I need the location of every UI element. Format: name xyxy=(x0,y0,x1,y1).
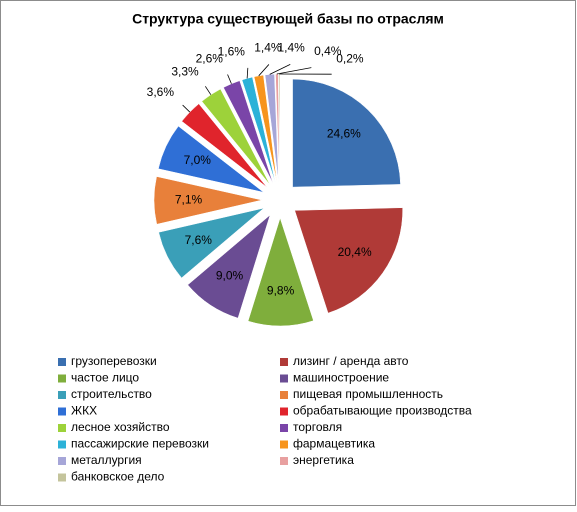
data-label: 24,6% xyxy=(327,127,361,141)
legend-label: строительство xyxy=(71,387,152,401)
legend-swatch xyxy=(280,391,288,399)
legend-label: ЖКХ xyxy=(71,404,97,418)
legend-swatch xyxy=(58,474,66,482)
legend-label: фармацевтика xyxy=(293,437,375,451)
legend-label: машиностроение xyxy=(293,371,389,385)
legend-label: частое лицо xyxy=(71,371,139,385)
legend-label: банковское дело xyxy=(71,470,165,484)
legend-label: торговля xyxy=(293,420,342,434)
legend-label: пищевая промышленность xyxy=(293,387,443,401)
legend-label: пассажирские перевозки xyxy=(71,437,209,451)
legend-swatch xyxy=(280,457,288,465)
legend-label: энергетика xyxy=(293,453,354,467)
legend-swatch xyxy=(58,358,66,366)
data-label: 1,4% xyxy=(277,41,305,55)
legend-swatch xyxy=(280,424,288,432)
data-label: 3,6% xyxy=(147,85,175,99)
data-label: 7,1% xyxy=(175,192,203,206)
legend-swatch xyxy=(58,391,66,399)
legend-swatch xyxy=(58,441,66,449)
data-label: 9,0% xyxy=(216,268,244,282)
legend-swatch xyxy=(58,408,66,416)
legend-swatch xyxy=(58,375,66,383)
data-label: 3,3% xyxy=(171,64,199,78)
legend-swatch xyxy=(280,375,288,383)
chart-title: Структура существующей базы по отраслям xyxy=(132,11,444,27)
legend-label: грузоперевозки xyxy=(71,354,157,368)
data-label: 9,8% xyxy=(267,284,295,298)
data-label: 7,6% xyxy=(185,233,213,247)
legend-swatch xyxy=(58,424,66,432)
data-label: 1,6% xyxy=(218,44,246,58)
data-label: 20,4% xyxy=(338,245,372,259)
legend-swatch xyxy=(280,441,288,449)
legend-label: металлургия xyxy=(71,453,142,467)
data-label: 0,2% xyxy=(336,51,364,65)
legend-label: обрабатывающие производства xyxy=(293,404,472,418)
data-label: 7,0% xyxy=(184,153,212,167)
legend-swatch xyxy=(58,457,66,465)
legend-label: лизинг / аренда авто xyxy=(293,354,409,368)
legend-swatch xyxy=(280,358,288,366)
legend-label: лесное хозяйство xyxy=(71,420,170,434)
legend-swatch xyxy=(280,408,288,416)
